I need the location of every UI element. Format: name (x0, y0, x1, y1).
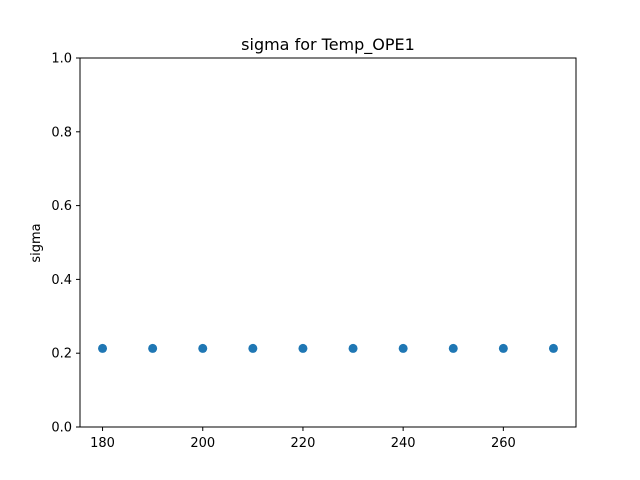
x-tick-label: 260 (491, 436, 516, 451)
data-point (498, 343, 508, 353)
x-axis-ticks: 180 200 220 240 260 (90, 427, 516, 451)
y-axis-ticks: 0.0 0.2 0.4 0.6 0.8 1.0 (51, 52, 80, 436)
data-point (98, 343, 108, 353)
chart-title: sigma for Temp_OPE1 (241, 35, 415, 55)
data-point (148, 343, 158, 353)
y-tick-label: 0.6 (51, 199, 72, 214)
y-tick-label: 0.0 (51, 421, 72, 436)
y-axis-label: sigma (29, 223, 44, 262)
y-tick-label: 0.8 (51, 125, 72, 140)
data-point (298, 343, 308, 353)
data-point (248, 343, 258, 353)
plot-frame (79, 57, 577, 428)
data-points (98, 343, 558, 353)
data-point (448, 343, 458, 353)
data-point (548, 343, 558, 353)
data-point (198, 343, 208, 353)
x-tick-label: 220 (291, 436, 316, 451)
y-tick-label: 1.0 (51, 52, 72, 67)
y-tick-label: 0.4 (51, 273, 72, 288)
x-tick-label: 240 (391, 436, 416, 451)
data-point (398, 343, 408, 353)
x-tick-label: 180 (90, 436, 115, 451)
y-tick-label: 0.2 (51, 347, 72, 362)
x-tick-label: 200 (190, 436, 215, 451)
data-point (348, 343, 358, 353)
